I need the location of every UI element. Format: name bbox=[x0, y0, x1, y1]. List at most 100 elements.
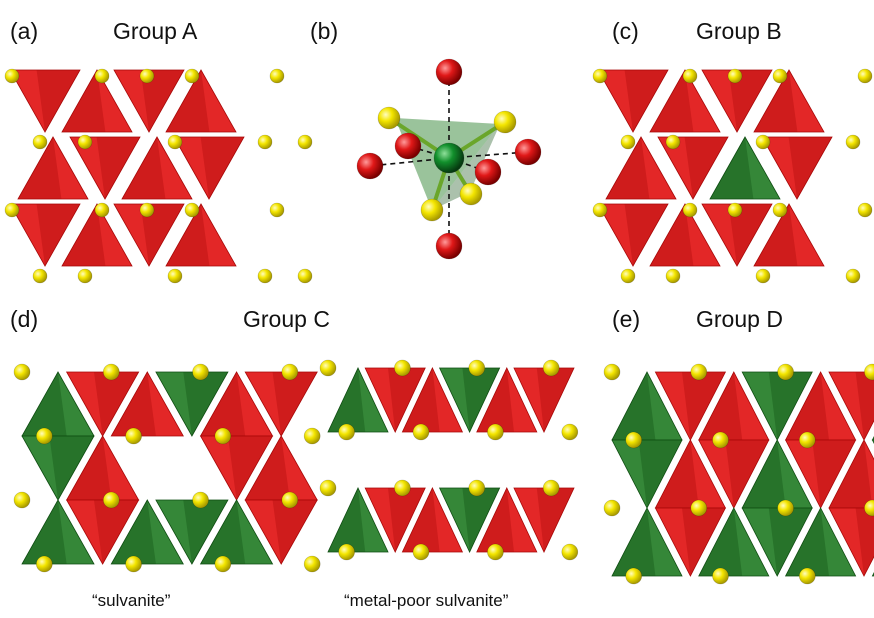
green-tetrahedron bbox=[110, 499, 184, 565]
green-tetrahedron bbox=[784, 507, 857, 577]
oxygen-atom bbox=[394, 132, 422, 160]
metal-atom bbox=[433, 142, 465, 174]
sulfur-atom bbox=[167, 268, 183, 284]
panel-e-structure bbox=[603, 363, 874, 585]
red-tetrahedron bbox=[9, 69, 81, 133]
red-tetrahedron-shade bbox=[606, 137, 650, 199]
red-tetrahedron bbox=[761, 136, 833, 200]
sulfur-atom bbox=[712, 431, 729, 449]
sulfur-atom bbox=[777, 499, 794, 517]
red-tetrahedron bbox=[654, 371, 727, 441]
red-tetrahedron bbox=[401, 367, 464, 433]
sulfur-atom bbox=[420, 198, 444, 222]
red-tetrahedron bbox=[17, 136, 89, 200]
red-tetrahedron-shade bbox=[684, 137, 728, 199]
sulfur-atom bbox=[36, 555, 53, 573]
sulfur-atom bbox=[727, 68, 743, 84]
green-tetrahedron bbox=[709, 136, 781, 200]
sulfur-atom bbox=[125, 555, 142, 573]
red-tetrahedron-shade bbox=[36, 204, 80, 266]
sulfur-atom bbox=[798, 567, 816, 585]
red-tetrahedron bbox=[597, 69, 669, 133]
sulfur-atom bbox=[4, 68, 20, 84]
caption-sulvanite: “sulvanite” bbox=[92, 591, 171, 610]
sulfur-atom bbox=[125, 427, 142, 445]
red-tetrahedron-shade bbox=[476, 368, 514, 432]
sulfur-atom bbox=[36, 427, 53, 445]
red-tetrahedron bbox=[244, 371, 318, 437]
sulfur-atom bbox=[772, 202, 788, 218]
bond-dashed bbox=[407, 145, 450, 159]
red-tetrahedron-shade bbox=[536, 368, 574, 432]
sulfur-atom bbox=[32, 134, 48, 150]
red-tetrahedron-shade bbox=[728, 204, 772, 266]
panel-d-metal-poor-sulvanite-structure bbox=[319, 359, 579, 561]
sulfur-atom bbox=[620, 268, 636, 284]
sulfur-atom bbox=[592, 68, 608, 84]
red-tetrahedron bbox=[61, 69, 133, 133]
green-tetrahedron bbox=[741, 507, 813, 577]
red-tetrahedron-shade bbox=[272, 372, 318, 436]
sulfur-atom bbox=[102, 363, 120, 381]
red-tetrahedron-shade bbox=[96, 137, 140, 199]
green-tetrahedron-shade bbox=[768, 372, 813, 440]
sulfur-atom bbox=[214, 555, 232, 573]
sulfur-atom bbox=[542, 479, 560, 497]
red-tetrahedron-shade bbox=[62, 70, 106, 132]
sulfur-atom bbox=[269, 68, 285, 84]
red-tetrahedron bbox=[65, 371, 140, 437]
sulfur-atom bbox=[192, 491, 209, 509]
sulfur-atom bbox=[487, 543, 504, 561]
red-tetrahedron bbox=[165, 69, 237, 133]
sulfur-atom bbox=[665, 268, 681, 284]
sulfur-atom bbox=[857, 68, 873, 84]
green-tetrahedron bbox=[611, 439, 683, 509]
red-tetrahedron-shade bbox=[655, 440, 699, 508]
red-tetrahedron-shade bbox=[122, 137, 166, 199]
red-tetrahedron-shade bbox=[536, 488, 574, 552]
sulfur-atom bbox=[845, 268, 861, 284]
sulfur-atom bbox=[184, 68, 200, 84]
red-tetrahedron-shade bbox=[725, 440, 769, 508]
sulfur-atom bbox=[592, 202, 608, 218]
red-tetrahedron-shade bbox=[18, 137, 62, 199]
red-tetrahedron bbox=[173, 136, 245, 200]
sulfur-atom bbox=[620, 134, 636, 150]
sulfur-atom bbox=[4, 202, 20, 218]
panel-d-title: Group C bbox=[243, 306, 330, 332]
green-tetrahedron-shade bbox=[710, 137, 754, 199]
red-tetrahedron bbox=[69, 136, 141, 200]
sulfur-atom bbox=[377, 106, 401, 130]
green-tetrahedron-shade bbox=[22, 500, 67, 564]
red-tetrahedron bbox=[698, 439, 770, 509]
green-tetrahedron-shade bbox=[183, 372, 228, 436]
green-tetrahedron-shade bbox=[22, 372, 67, 436]
sulfur-atom bbox=[682, 202, 698, 218]
red-tetrahedron-shade bbox=[227, 436, 273, 500]
red-tetrahedron bbox=[9, 203, 81, 267]
red-tetrahedron bbox=[61, 203, 133, 267]
sulfur-atom bbox=[167, 134, 183, 150]
red-tetrahedron bbox=[753, 203, 825, 267]
green-tetrahedron bbox=[698, 507, 770, 577]
sulfur-atom bbox=[682, 68, 698, 84]
red-tetrahedron-shade bbox=[650, 204, 694, 266]
red-tetrahedron-shade bbox=[682, 508, 726, 576]
sulfur-atom bbox=[798, 431, 816, 449]
red-tetrahedron-shade bbox=[200, 137, 244, 199]
sulfur-atom bbox=[192, 363, 209, 381]
red-tetrahedron bbox=[657, 136, 729, 200]
sulfur-atom bbox=[94, 68, 110, 84]
sulfur-atom bbox=[139, 202, 155, 218]
sulfur-atom bbox=[487, 423, 504, 441]
red-tetrahedron-shade bbox=[94, 372, 139, 436]
sulfur-atom bbox=[755, 134, 771, 150]
oxygen-atom bbox=[435, 58, 463, 86]
red-tetrahedron-shade bbox=[140, 204, 184, 266]
green-tetrahedron bbox=[611, 507, 683, 577]
sulfur-atom bbox=[857, 202, 873, 218]
green-tetrahedron-shade bbox=[462, 368, 500, 432]
oxygen-atom bbox=[435, 232, 463, 260]
red-tetrahedron-shade bbox=[650, 70, 694, 132]
